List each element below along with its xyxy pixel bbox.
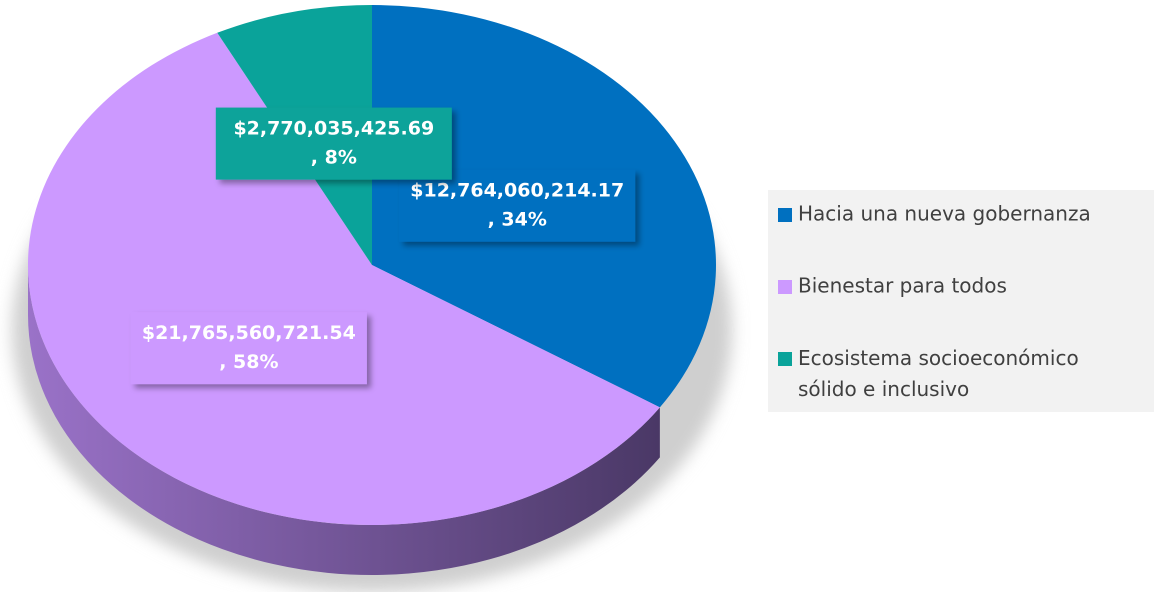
data-label: $12,764,060,214.17, 34% (410, 179, 624, 230)
legend-box (768, 190, 1154, 412)
label-box (130, 312, 367, 385)
slice-side (28, 265, 660, 575)
data-label: $21,765,560,721.54, 58% (142, 322, 356, 373)
data-label: $2,770,035,425.69, 8% (233, 117, 434, 168)
legend-swatch (778, 208, 792, 222)
slice (27, 32, 660, 525)
label-box (215, 107, 452, 180)
legend-swatch (778, 280, 792, 294)
legend-swatch (778, 352, 792, 366)
legend-label: Hacia una nueva gobernanza (798, 202, 1091, 226)
legend-label: Bienestar para todos (798, 274, 1007, 298)
label-box (399, 169, 636, 242)
legend-label: Ecosistema socioeconómico sólido e inclus… (798, 346, 1079, 401)
